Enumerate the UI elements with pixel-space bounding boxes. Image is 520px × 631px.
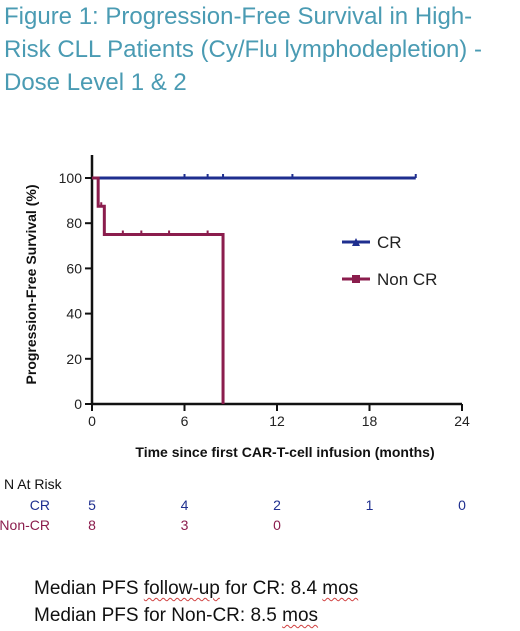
risk-cell: 4 bbox=[181, 497, 189, 513]
risk-table: N At Risk CR 5 4 2 1 0 Non-CR 8 3 0 bbox=[0, 476, 466, 533]
x-tick-label: 6 bbox=[181, 413, 189, 429]
y-tick-label: 40 bbox=[66, 306, 82, 322]
title-line-3: Dose Level 1 & 2 bbox=[4, 69, 187, 96]
x-tick-label: 24 bbox=[454, 413, 470, 429]
y-tick-label: 100 bbox=[59, 170, 83, 186]
chart-axes: 0 20 40 60 80 100 0 6 12 18 24 bbox=[59, 155, 470, 429]
y-tick-label: 60 bbox=[66, 260, 82, 276]
y-axis-label: Progression-Free Survival (%) bbox=[23, 185, 39, 385]
title-line-2: Risk CLL Patients (Cy/Flu lymphodepletio… bbox=[4, 36, 482, 63]
y-tick-label: 80 bbox=[66, 215, 82, 231]
legend-label: CR bbox=[377, 233, 402, 252]
legend-square-marker bbox=[352, 275, 360, 283]
legend-triangle-marker bbox=[352, 238, 360, 246]
footnote-cr: Median PFS follow-up for CR: 8.4 mos bbox=[34, 578, 358, 600]
footnote-cr-followup: follow-up bbox=[143, 578, 220, 599]
x-axis-label: Time since first CAR-T-cell infusion (mo… bbox=[135, 444, 434, 460]
risk-cell: 3 bbox=[181, 517, 189, 533]
footnote-non-cr: Median PFS for Non-CR: 8.5 mos bbox=[34, 605, 318, 627]
x-tick-label: 18 bbox=[362, 413, 378, 429]
legend-label: Non CR bbox=[377, 270, 437, 289]
risk-cell: 5 bbox=[88, 497, 96, 513]
y-tick-label: 20 bbox=[66, 351, 82, 367]
figure-title: Figure 1: Progression-Free Survival in H… bbox=[4, 0, 516, 99]
risk-cell: 1 bbox=[366, 497, 374, 513]
footnote-noncr-mos: mos bbox=[282, 605, 319, 626]
series-line-non-cr bbox=[92, 176, 225, 404]
chart-series bbox=[92, 174, 417, 404]
risk-cell: 0 bbox=[458, 497, 466, 513]
risk-row-label: Non-CR bbox=[0, 517, 50, 533]
chart-legend: CR Non CR bbox=[342, 233, 437, 289]
footnote-cr-pre: Median PFS bbox=[34, 578, 144, 599]
risk-row-label: CR bbox=[30, 497, 50, 513]
y-tick-label: 0 bbox=[74, 396, 82, 412]
risk-cell: 8 bbox=[88, 517, 96, 533]
x-tick-label: 0 bbox=[88, 413, 96, 429]
footnote-noncr-pre: Median PFS for Non-CR: 8.5 bbox=[34, 605, 283, 626]
footnote-cr-mos: mos bbox=[322, 578, 359, 599]
risk-cell: 2 bbox=[273, 497, 281, 513]
footnote-cr-post: for CR: 8.4 bbox=[219, 578, 323, 599]
risk-cell: 0 bbox=[273, 517, 281, 533]
x-tick-label: 12 bbox=[269, 413, 285, 429]
risk-table-header: N At Risk bbox=[4, 476, 63, 492]
title-line-1: Figure 1: Progression-Free Survival in H… bbox=[4, 3, 473, 30]
